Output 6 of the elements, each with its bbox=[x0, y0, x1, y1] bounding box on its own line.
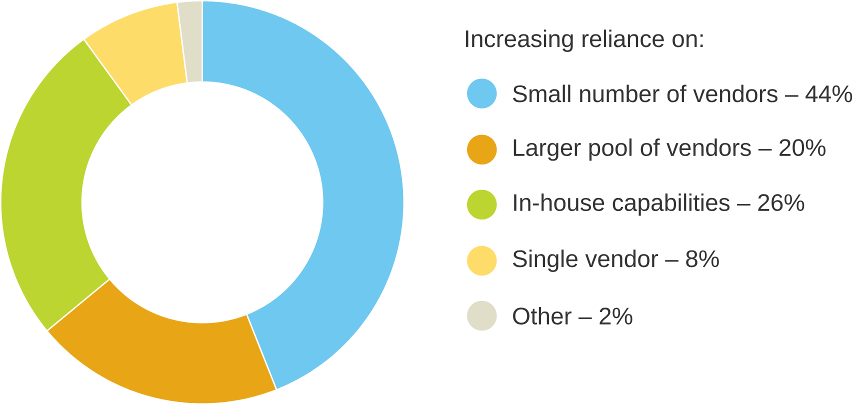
legend-label: Small number of vendors – 44% bbox=[513, 84, 852, 102]
legend-title: Increasing reliance on: bbox=[466, 30, 703, 52]
legend-label: Larger pool of vendors – 20% bbox=[514, 138, 826, 161]
legend-label: Other – 2% bbox=[513, 307, 632, 325]
legend-label: In-house capabilities – 26% bbox=[514, 194, 804, 216]
legend-label: Single vendor – 8% bbox=[513, 250, 719, 272]
